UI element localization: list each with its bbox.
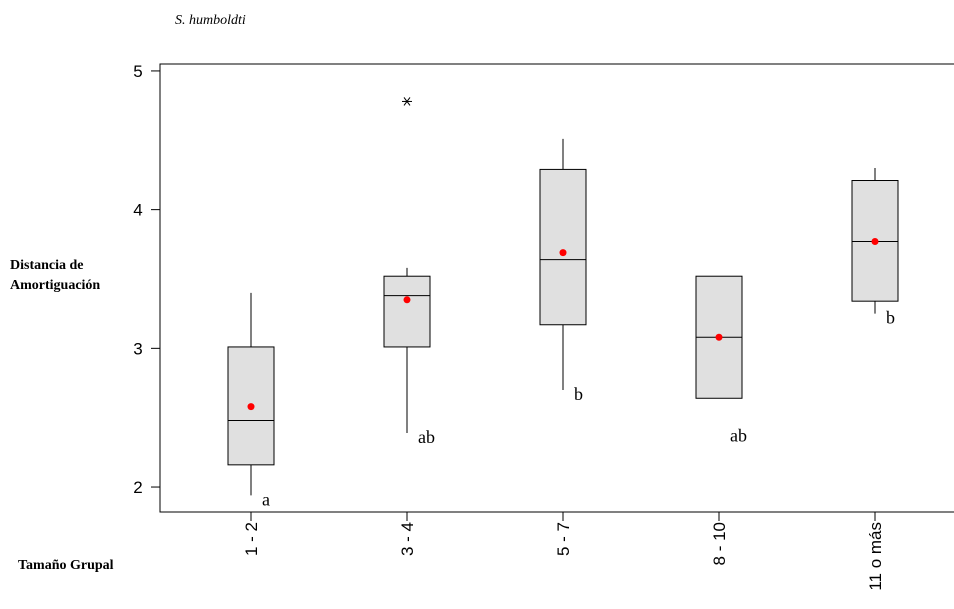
chart-title: S. humboldti: [175, 13, 246, 28]
outlier-point: [402, 97, 412, 106]
x-tick-label: 11 o más: [866, 522, 885, 591]
y-tick-label: 3: [133, 339, 142, 358]
mean-point: [559, 249, 567, 257]
plot-frame: [159, 63, 954, 513]
mean-point: [871, 238, 879, 246]
group-letter-label: b: [886, 308, 895, 328]
y-axis-label-line-1: Distancia de: [10, 258, 84, 273]
mean-point: [403, 296, 411, 304]
x-tick-label: 1 - 2: [242, 522, 261, 556]
group-letter-label: a: [262, 489, 270, 509]
group-letter-label: b: [574, 384, 583, 404]
plot-area: 2 3 4 5 1 - 2a 3 - 4 ab 5 - 7 b 8 - 10 ab 11 o más b: [133, 62, 954, 591]
box-iqr: [383, 275, 431, 348]
mean-point: [715, 333, 723, 341]
x-tick-label: 3 - 4: [398, 522, 417, 556]
x-axis-label: Tamaño Grupal: [18, 558, 114, 573]
group-letter-label: ab: [730, 425, 747, 445]
y-axis-label-line-2: Amortiguación: [10, 278, 100, 293]
y-tick-label: 5: [133, 62, 142, 81]
box-iqr: [539, 168, 587, 326]
x-tick-label: 5 - 7: [554, 522, 573, 556]
mean-point: [247, 403, 255, 411]
y-tick-label: 2: [133, 478, 142, 497]
x-tick-label: 8 - 10: [710, 522, 729, 565]
y-tick-label: 4: [133, 201, 142, 220]
group-letter-label: ab: [418, 427, 435, 447]
